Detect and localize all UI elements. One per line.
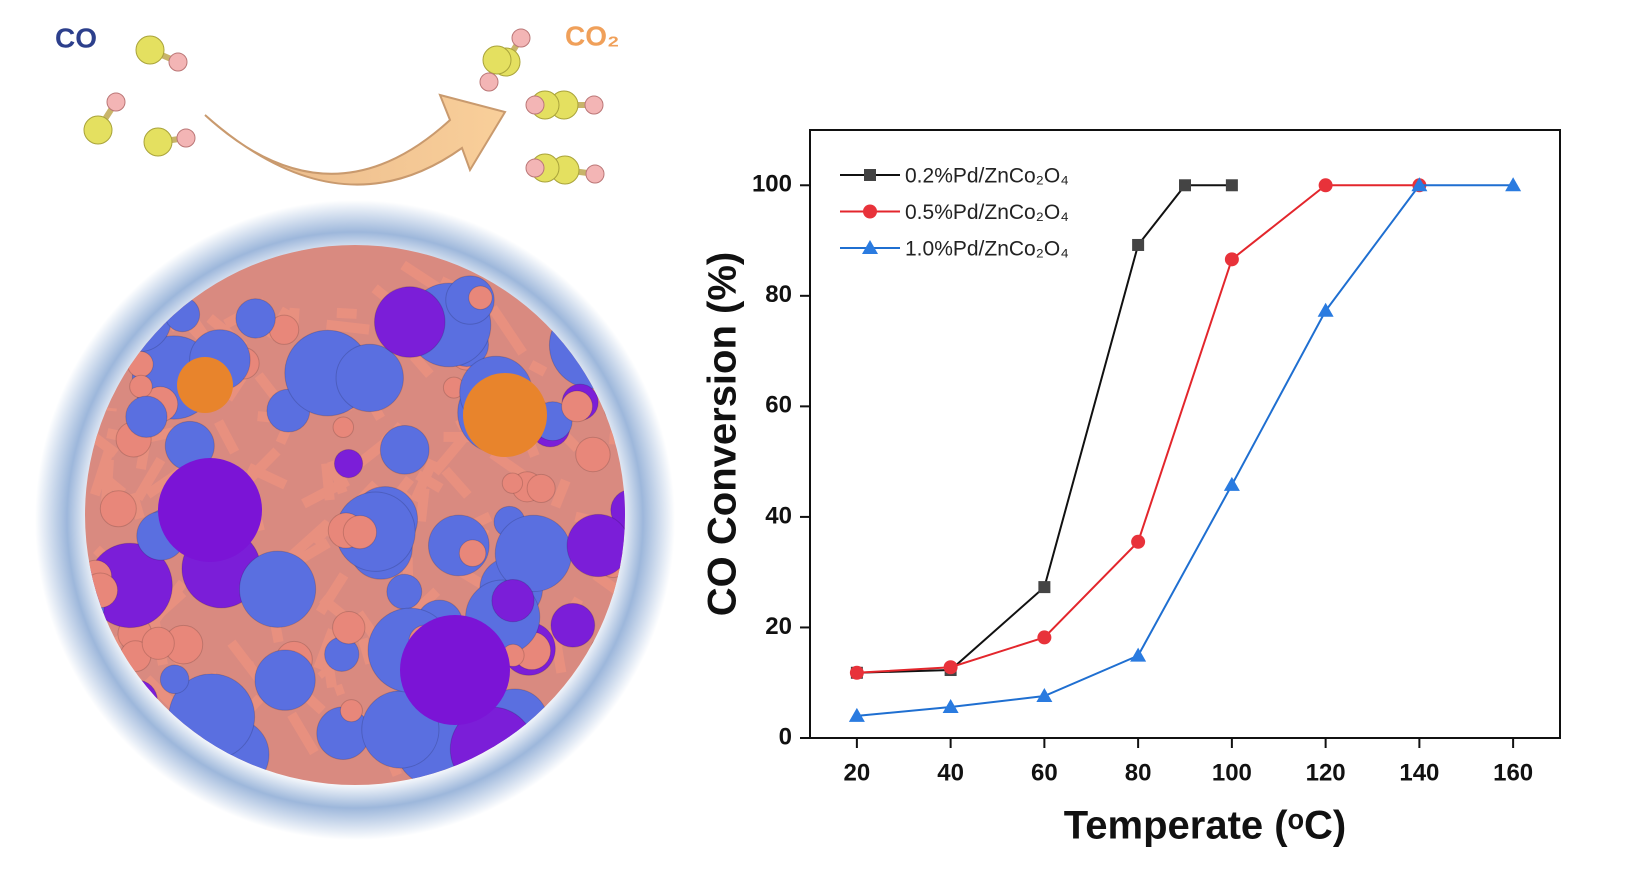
bond xyxy=(336,688,344,691)
marker xyxy=(850,666,864,680)
o-atom xyxy=(526,159,544,177)
o-atom xyxy=(177,129,195,147)
atom xyxy=(562,391,593,422)
atom xyxy=(459,540,486,567)
bond xyxy=(82,717,93,740)
bond xyxy=(625,289,654,328)
y-axis-title: CO Conversion (%) xyxy=(701,252,745,616)
marker xyxy=(1226,179,1238,191)
o-atom xyxy=(107,93,125,111)
atom xyxy=(380,425,429,474)
bond xyxy=(327,325,370,330)
c-atom xyxy=(144,128,172,156)
atom xyxy=(576,437,610,471)
atom xyxy=(551,603,595,647)
molecules xyxy=(84,29,604,184)
atom xyxy=(387,574,422,609)
x-tick-label: 140 xyxy=(1399,759,1439,786)
y-tick-label: 40 xyxy=(765,502,792,529)
x-tick-label: 100 xyxy=(1212,759,1252,786)
marker xyxy=(1037,630,1051,644)
atom xyxy=(469,286,492,309)
legend-label: 0.2%Pd/ZnCo₂O₄ xyxy=(905,165,1069,188)
bond xyxy=(531,365,545,372)
zn-atom xyxy=(400,615,510,725)
atom xyxy=(126,396,167,437)
reactant-label: CO xyxy=(55,22,97,53)
pd-atom xyxy=(177,357,233,413)
pd-atom xyxy=(463,373,547,457)
atom xyxy=(502,473,522,493)
atom xyxy=(160,665,189,694)
atom xyxy=(236,299,275,338)
marker xyxy=(863,205,877,219)
atom xyxy=(343,516,376,549)
product-label: CO₂ xyxy=(565,20,619,51)
chart: Temperate (ᵒC) CO Conversion (%) 20 40 60 8… xyxy=(701,130,1560,848)
legend-label: 0.5%Pd/ZnCo₂O₄ xyxy=(905,201,1069,224)
o-atom xyxy=(169,53,187,71)
c-atom xyxy=(136,36,164,64)
marker xyxy=(1038,581,1050,593)
marker xyxy=(1225,252,1239,266)
marker xyxy=(1319,178,1333,192)
y-tick-label: 20 xyxy=(765,613,792,640)
atom xyxy=(142,627,174,659)
x-tick-label: 60 xyxy=(1031,759,1058,786)
atom xyxy=(604,268,663,327)
o-atom xyxy=(585,96,603,114)
atom xyxy=(336,344,403,411)
o-atom xyxy=(586,165,604,183)
atom xyxy=(100,491,136,527)
bond xyxy=(592,292,628,304)
illustration: CO CO₂ xyxy=(35,20,675,840)
legend-label: 1.0%Pd/ZnCo₂O₄ xyxy=(905,238,1069,261)
marker xyxy=(1131,535,1145,549)
marker xyxy=(1224,477,1240,491)
marker xyxy=(1179,179,1191,191)
x-tick-label: 40 xyxy=(937,759,964,786)
atom xyxy=(527,474,555,502)
c-atom xyxy=(84,116,112,144)
x-tick-label: 20 xyxy=(844,759,871,786)
marker xyxy=(1036,688,1052,702)
c-atom xyxy=(483,46,511,74)
atom xyxy=(255,650,315,710)
marker xyxy=(864,169,876,181)
zn-atom xyxy=(158,458,262,562)
atom xyxy=(333,417,353,437)
o-atom xyxy=(512,29,530,47)
x-tick-label: 160 xyxy=(1493,759,1533,786)
y-tick-label: 80 xyxy=(765,281,792,308)
o-atom xyxy=(480,73,498,91)
atom xyxy=(87,720,108,741)
o-atom xyxy=(526,96,544,114)
bond xyxy=(326,464,330,501)
series-line xyxy=(857,185,1513,716)
atom xyxy=(130,375,153,398)
bond xyxy=(595,274,612,291)
x-tick-label: 80 xyxy=(1125,759,1152,786)
bond xyxy=(421,488,425,521)
reaction-arrow xyxy=(205,95,505,185)
atom xyxy=(333,612,365,644)
marker xyxy=(944,660,958,674)
bond xyxy=(337,313,357,314)
marker xyxy=(1132,239,1144,251)
atom xyxy=(492,580,534,622)
x-axis-title: Temperate (ᵒC) xyxy=(1064,804,1346,848)
y-tick-label: 60 xyxy=(765,392,792,419)
x-tick-label: 120 xyxy=(1306,759,1346,786)
y-tick-label: 0 xyxy=(779,723,792,750)
bond xyxy=(251,666,255,667)
atom xyxy=(375,287,445,357)
y-tick-label: 100 xyxy=(752,171,792,198)
atom xyxy=(239,551,315,627)
atom xyxy=(340,700,362,722)
marker xyxy=(1130,648,1146,662)
atom xyxy=(334,450,362,478)
